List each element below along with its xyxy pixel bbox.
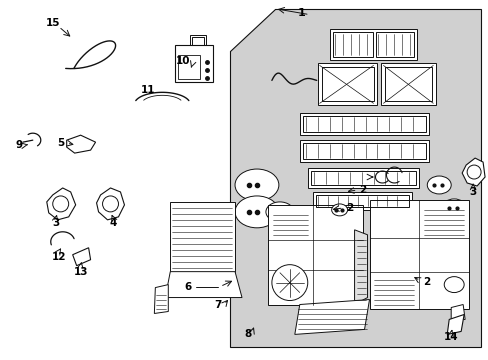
Bar: [332, 32, 372, 58]
Ellipse shape: [235, 196, 278, 228]
Bar: [321, 67, 373, 101]
Text: 13: 13: [73, 267, 88, 276]
Polygon shape: [165, 272, 242, 298]
Bar: [317, 63, 377, 105]
Text: 8: 8: [244, 329, 251, 339]
Ellipse shape: [235, 169, 278, 201]
Ellipse shape: [265, 202, 293, 222]
Polygon shape: [229, 9, 480, 347]
Text: 2: 2: [346, 203, 352, 213]
Text: 2: 2: [358, 185, 366, 195]
Polygon shape: [461, 158, 484, 186]
Text: 1: 1: [297, 8, 305, 18]
Bar: [302, 143, 426, 159]
Bar: [310, 171, 415, 185]
Polygon shape: [96, 188, 124, 220]
Text: 15: 15: [45, 18, 60, 28]
Bar: [178, 55, 200, 80]
Text: 11: 11: [141, 85, 155, 95]
Text: 14: 14: [443, 332, 458, 342]
Ellipse shape: [331, 204, 347, 216]
Bar: [369, 200, 468, 310]
Text: 5: 5: [57, 138, 64, 148]
Text: 6: 6: [184, 282, 191, 292]
Text: 12: 12: [51, 252, 66, 262]
Polygon shape: [47, 188, 76, 220]
Bar: [376, 32, 413, 58]
Bar: [307, 168, 419, 188]
Polygon shape: [294, 300, 369, 334]
Ellipse shape: [427, 176, 450, 194]
Bar: [175, 45, 213, 82]
Bar: [299, 140, 428, 162]
Circle shape: [271, 265, 307, 301]
Bar: [381, 63, 435, 105]
Polygon shape: [73, 248, 90, 266]
Text: 7: 7: [214, 300, 222, 310]
Polygon shape: [154, 285, 168, 314]
Polygon shape: [447, 315, 463, 334]
Text: 2: 2: [422, 276, 429, 287]
Bar: [299, 113, 428, 135]
Bar: [302, 116, 426, 132]
Text: 3: 3: [52, 218, 59, 228]
Bar: [190, 35, 206, 46]
Bar: [192, 37, 203, 45]
Text: 10: 10: [176, 57, 190, 67]
Bar: [315, 195, 408, 207]
Polygon shape: [66, 135, 95, 153]
Text: 4: 4: [110, 218, 117, 228]
Polygon shape: [354, 230, 367, 305]
Bar: [170, 202, 235, 272]
Bar: [329, 28, 416, 60]
Text: 3: 3: [468, 187, 476, 197]
Bar: [385, 67, 431, 101]
Bar: [312, 192, 411, 210]
Ellipse shape: [443, 276, 463, 293]
Ellipse shape: [441, 199, 465, 217]
Text: 9: 9: [15, 140, 22, 150]
Bar: [267, 205, 362, 305]
Polygon shape: [450, 305, 464, 319]
